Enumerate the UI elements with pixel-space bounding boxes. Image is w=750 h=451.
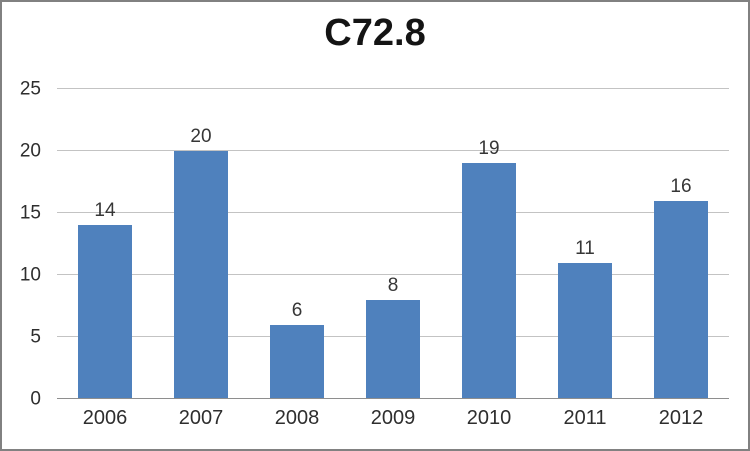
- bar-cell: 8: [345, 89, 441, 399]
- x-tick-label: 2012: [658, 407, 704, 429]
- bars-row: 14 20 6 8 19 11 16: [57, 89, 729, 399]
- x-tick-label: 2007: [178, 407, 224, 429]
- plot-area: 14 20 6 8 19 11 16: [57, 88, 729, 399]
- y-axis: 0 5 10 15 20 25: [2, 80, 49, 409]
- bar-cell: 20: [153, 89, 249, 399]
- y-tick-label: 20: [19, 140, 41, 162]
- gridline: [57, 212, 729, 213]
- bar-value-label: 11: [575, 237, 595, 259]
- y-tick-label: 25: [19, 78, 41, 100]
- x-axis: 2006 2007 2008 2009 2010 2011 2012: [57, 407, 729, 430]
- bar-value-label: 8: [387, 274, 399, 296]
- x-tick-label: 2008: [274, 407, 320, 429]
- x-tick-label: 2009: [370, 407, 416, 429]
- bar: [173, 151, 229, 399]
- y-tick-label: 5: [30, 326, 41, 348]
- bar-cell: 19: [441, 89, 537, 399]
- gridline: [57, 274, 729, 275]
- y-tick-label: 10: [19, 264, 41, 286]
- x-tick-label: 2010: [466, 407, 512, 429]
- bar-value-label: 14: [94, 200, 116, 222]
- bar-value-label: 16: [670, 175, 692, 197]
- bar: [269, 324, 325, 399]
- bar: [365, 299, 421, 399]
- bar: [653, 200, 709, 399]
- bar-cell: 6: [249, 89, 345, 399]
- gridline: [57, 150, 729, 151]
- x-axis-line: [57, 398, 729, 399]
- bar-value-label: 20: [190, 126, 212, 147]
- x-tick-label: 2006: [82, 407, 128, 429]
- bar-cell: 14: [57, 89, 153, 399]
- y-tick-label: 15: [19, 202, 41, 224]
- bar: [557, 262, 613, 399]
- x-tick-label: 2011: [563, 407, 607, 429]
- chart-title: C72.8: [324, 12, 426, 54]
- bar: [77, 225, 133, 399]
- y-tick-label: 0: [30, 388, 41, 410]
- bar-cell: 11: [537, 89, 633, 399]
- bar: [461, 163, 517, 399]
- bar-value-label: 6: [291, 299, 303, 321]
- bar-value-label: 19: [478, 138, 500, 160]
- gridline: [57, 88, 729, 89]
- bar-cell: 16: [633, 89, 729, 399]
